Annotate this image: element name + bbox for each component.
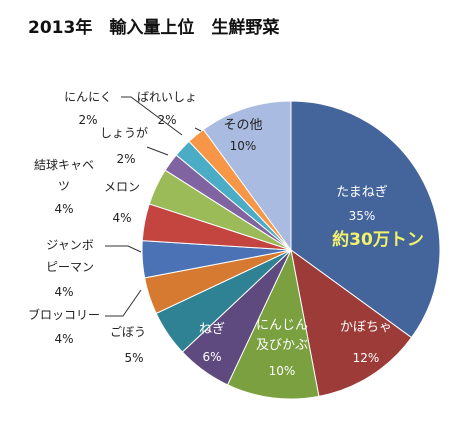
slice-percent-label: 12% <box>353 351 380 365</box>
slice-label: ツ <box>58 179 70 193</box>
leader-line <box>121 96 183 136</box>
chart-title: 2013年 輸入量上位 生鮮野菜 <box>28 17 280 38</box>
slice-label: ばれいしょ <box>137 90 197 104</box>
slice-percent-label: 10% <box>230 139 257 153</box>
slice-label: しょうが <box>100 125 148 140</box>
slice-label: ピーマン <box>46 260 94 274</box>
slice-label: にんにく <box>64 90 112 104</box>
slice-label: ごぼう <box>110 324 146 339</box>
slice-percent-label: 10% <box>269 364 296 378</box>
slice-percent-label: 4% <box>54 202 73 216</box>
slice-label: たまねぎ <box>336 185 388 200</box>
leader-line <box>105 289 142 317</box>
slice-label: ねぎ <box>199 322 225 337</box>
slice-label: 結球キャベ <box>34 158 94 172</box>
slice-label: ブロッコリー <box>28 307 100 322</box>
slice-percent-label: 4% <box>54 285 73 299</box>
slice-percent-label: 35% <box>349 209 376 223</box>
slice-percent-label: 2% <box>116 152 135 166</box>
slice-percent-label: 2% <box>78 113 97 127</box>
pie-slice <box>290 100 441 339</box>
slice-label: メロン <box>104 180 140 194</box>
slice-label: 及びかぶ <box>256 338 308 353</box>
leader-line <box>194 127 202 132</box>
slice-percent-label: 5% <box>124 351 143 365</box>
slice-percent-label: 4% <box>54 332 73 346</box>
leader-line <box>146 146 169 156</box>
annotation-total: 約30万トン <box>332 229 424 250</box>
slice-label: かぼちゃ <box>340 320 392 335</box>
slice-label: ジャンボ <box>46 238 93 252</box>
pie-slice <box>290 248 413 397</box>
pie-slice <box>202 100 292 252</box>
slice-percent-label: 4% <box>112 211 131 225</box>
leader-line <box>105 245 142 253</box>
slice-percent-label: 2% <box>157 113 176 127</box>
pie-slice <box>226 248 320 400</box>
slice-percent-label: 6% <box>202 350 221 364</box>
slice-label: その他 <box>223 118 262 133</box>
slice-label: にんじん <box>256 318 308 333</box>
